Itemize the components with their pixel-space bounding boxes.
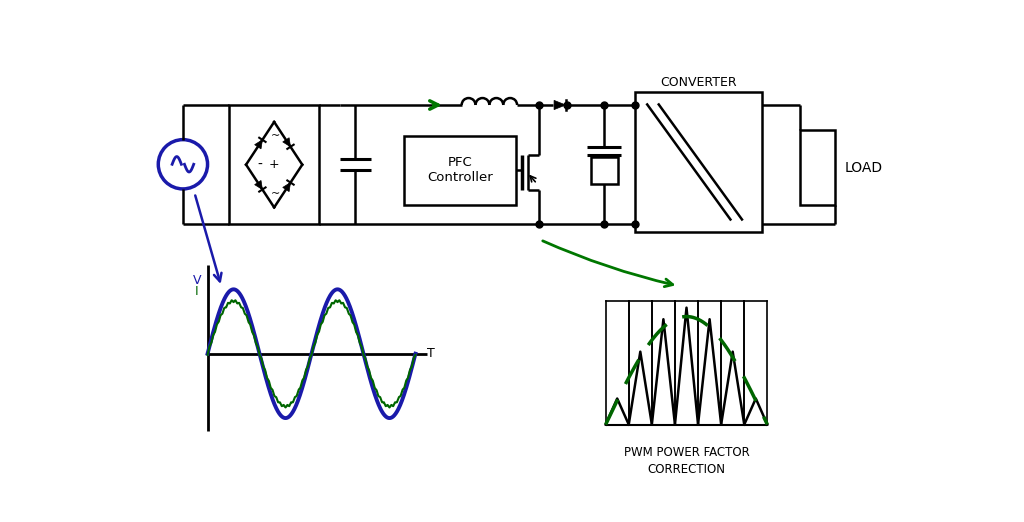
Polygon shape [283, 138, 291, 147]
Text: CONVERTER: CONVERTER [660, 76, 736, 89]
Text: V: V [193, 274, 201, 287]
Bar [635, 92, 762, 232]
Bar [591, 157, 617, 184]
Text: PWM POWER FACTOR
CORRECTION: PWM POWER FACTOR CORRECTION [624, 446, 750, 476]
Text: +: + [269, 158, 280, 171]
Text: PFC
Controller: PFC Controller [427, 157, 493, 184]
Text: T: T [427, 347, 435, 360]
Polygon shape [283, 183, 291, 192]
Text: -: - [258, 158, 263, 172]
Polygon shape [554, 100, 565, 110]
Text: I: I [195, 285, 199, 298]
Polygon shape [255, 181, 262, 189]
Bar [229, 105, 319, 224]
Text: LOAD: LOAD [845, 161, 883, 175]
Bar [801, 130, 836, 205]
Text: ~: ~ [271, 188, 281, 198]
Polygon shape [255, 140, 262, 149]
Text: ~: ~ [271, 131, 281, 141]
Bar [403, 136, 515, 205]
